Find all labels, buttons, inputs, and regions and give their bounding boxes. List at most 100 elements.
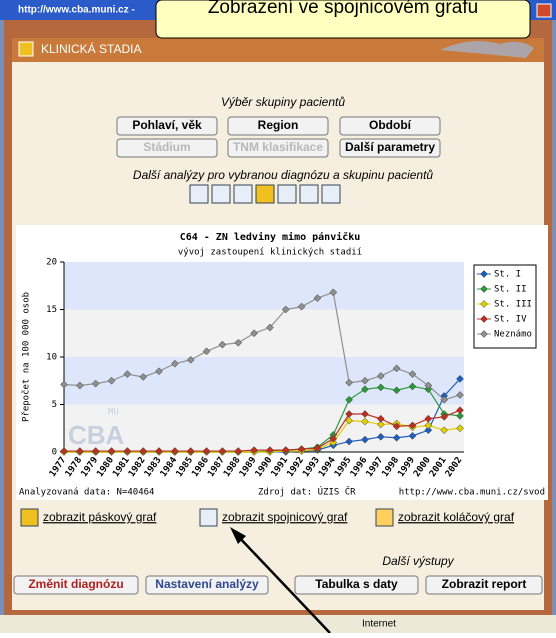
y-tick-label: 20 <box>46 258 57 268</box>
link[interactable]: zobrazit koláčový graf <box>398 510 515 524</box>
marker <box>376 372 385 380</box>
marker <box>345 410 353 418</box>
button-label: Změnit diagnózu <box>28 577 123 591</box>
button[interactable] <box>425 575 543 595</box>
watermark: MU <box>108 408 119 418</box>
marker <box>424 426 433 435</box>
close-button[interactable] <box>536 3 552 18</box>
url: http://www.cba.muni.cz - <box>18 5 135 16</box>
marker <box>313 444 322 453</box>
marker <box>186 447 195 455</box>
marker <box>376 383 385 392</box>
marker <box>408 421 417 430</box>
marker <box>234 338 243 347</box>
marker <box>440 395 449 404</box>
icon[interactable] <box>277 184 297 204</box>
footer: Zdroj dat: ÚZIS ČR <box>258 486 356 498</box>
button-label: Období <box>369 118 412 132</box>
marker <box>139 447 148 455</box>
button[interactable] <box>294 575 419 595</box>
button-label: TNM klasifikace <box>233 140 323 154</box>
button[interactable] <box>116 138 218 158</box>
marker <box>91 447 100 455</box>
legend-label: St. III <box>494 300 532 310</box>
marker <box>361 376 369 385</box>
legend-label: St. I <box>494 270 521 280</box>
legend-marker <box>480 315 488 323</box>
marker <box>91 379 100 388</box>
button-label: Region <box>258 118 299 132</box>
marker <box>408 382 417 391</box>
legend-label: St. II <box>494 285 527 295</box>
marker <box>123 447 132 455</box>
analyses-title: Další analýzy pro vybranou diagnózu a sk… <box>133 168 434 182</box>
marker <box>297 445 306 454</box>
icon[interactable] <box>189 184 209 204</box>
icon[interactable] <box>255 184 275 204</box>
group-title: Výběr skupiny pacientů <box>221 95 345 109</box>
marker <box>329 434 338 443</box>
marker <box>75 381 84 390</box>
marker <box>456 406 464 415</box>
y-tick-label: 5 <box>52 400 57 410</box>
marker <box>361 385 369 394</box>
button[interactable] <box>13 575 139 595</box>
marker <box>392 422 401 431</box>
button[interactable] <box>116 116 218 136</box>
legend-marker <box>480 270 488 278</box>
marker <box>313 294 322 302</box>
map <box>440 41 534 58</box>
marker <box>408 431 417 440</box>
link-icon[interactable] <box>375 508 394 527</box>
y-tick-label: 15 <box>46 305 57 315</box>
icon[interactable] <box>211 184 231 204</box>
status: Internet <box>362 619 396 630</box>
marker <box>361 410 369 418</box>
callout-box <box>155 0 531 39</box>
icon[interactable] <box>233 184 253 204</box>
legend-label: Neznámo <box>494 330 532 340</box>
marker <box>155 447 163 455</box>
marker <box>440 426 449 435</box>
marker <box>392 386 401 395</box>
y-label: Přepočet na 100 000 osob <box>21 292 32 422</box>
marker <box>424 421 433 430</box>
link[interactable]: zobrazit páskový graf <box>43 510 157 524</box>
marker <box>392 364 401 373</box>
button-label: Tabulka s daty <box>315 577 398 591</box>
button[interactable] <box>339 138 441 158</box>
marker <box>266 446 274 454</box>
grid-band <box>64 262 464 310</box>
icon[interactable] <box>299 184 319 204</box>
link-icon[interactable] <box>199 508 218 527</box>
watermark: CBA <box>68 420 125 450</box>
marker <box>60 447 68 455</box>
marker <box>376 414 385 423</box>
button-label: Další parametry <box>345 140 435 154</box>
callout: Zobrazení ve spojnicovém grafu <box>208 0 478 18</box>
marker <box>345 378 353 387</box>
marker <box>408 370 417 378</box>
status-bar <box>0 615 556 633</box>
marker <box>202 347 211 356</box>
marker <box>107 376 116 385</box>
footer: Analyzovaná data: N=40464 <box>19 488 154 498</box>
marker <box>456 374 464 383</box>
button[interactable] <box>227 116 329 136</box>
marker <box>171 447 179 455</box>
marker <box>361 417 369 426</box>
icon[interactable] <box>321 184 341 204</box>
button[interactable] <box>339 116 441 136</box>
arrow-head <box>230 527 246 544</box>
marker <box>266 323 274 332</box>
button[interactable] <box>227 138 329 158</box>
link-icon[interactable] <box>20 508 39 527</box>
link[interactable]: zobrazit spojnicový graf <box>222 510 348 524</box>
chart-title: C64 - ZN ledviny mimo pánvičku <box>180 231 361 243</box>
button-label: Pohlaví, věk <box>132 118 202 132</box>
button[interactable] <box>145 575 269 595</box>
marker <box>392 433 401 442</box>
y-tick-label: 10 <box>46 353 57 363</box>
marker <box>171 359 179 368</box>
marker <box>107 447 116 455</box>
